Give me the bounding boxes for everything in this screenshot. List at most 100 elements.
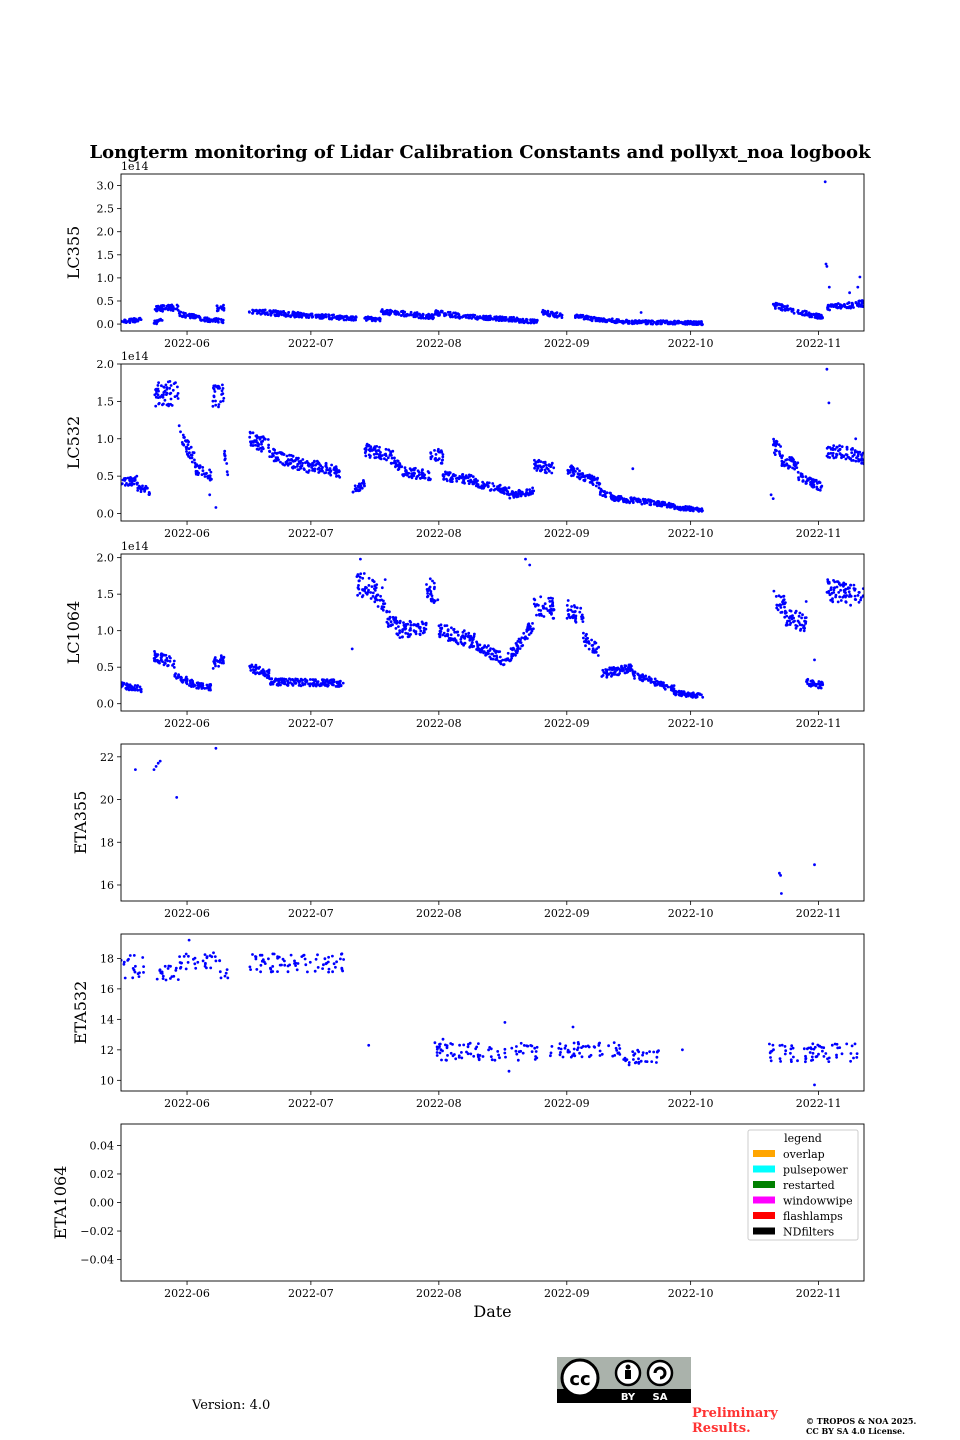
data-point [310, 313, 314, 316]
data-point [652, 500, 656, 503]
data-point [138, 317, 142, 321]
data-point [123, 976, 127, 980]
data-point [845, 446, 849, 449]
data-point [139, 490, 143, 493]
data-point [452, 474, 456, 477]
data-point [838, 595, 842, 599]
data-point [560, 314, 563, 317]
data-point [632, 1058, 635, 1061]
data-point [130, 685, 134, 689]
data-point [639, 311, 643, 314]
data-point [165, 656, 169, 660]
y-tick-label: 0.5 [97, 470, 115, 483]
data-point [637, 673, 640, 677]
data-point [354, 489, 358, 493]
data-point [207, 685, 211, 689]
data-point [281, 957, 285, 961]
data-point [323, 471, 326, 475]
data-point [542, 615, 546, 618]
data-point [857, 453, 860, 456]
data-point [833, 580, 837, 584]
data-point [328, 467, 332, 470]
data-point [460, 635, 463, 639]
data-point [840, 1052, 844, 1056]
data-point [147, 491, 151, 494]
data-point [604, 668, 607, 671]
data-point [793, 464, 797, 468]
data-point [623, 664, 627, 668]
data-point [441, 458, 444, 462]
data-point [304, 680, 308, 684]
data-point [196, 472, 200, 475]
data-point [633, 1052, 637, 1056]
data-point [506, 657, 510, 660]
data-point [376, 593, 380, 597]
data-point [775, 440, 779, 443]
data-point [792, 1055, 795, 1059]
data-point [511, 652, 515, 656]
data-point [176, 392, 180, 395]
data-point [443, 313, 447, 317]
data-point [383, 457, 386, 461]
data-point [393, 456, 396, 460]
data-point [686, 507, 690, 511]
data-point [817, 680, 821, 683]
data-point [153, 652, 157, 655]
data-point [515, 1052, 519, 1056]
data-point [843, 588, 847, 592]
data-point [856, 594, 860, 597]
data-point [481, 480, 484, 484]
data-point [596, 476, 599, 480]
data-point [664, 503, 668, 507]
y-tick-label: 16 [100, 983, 114, 996]
data-point [301, 679, 304, 682]
data-point [624, 1059, 627, 1063]
data-point [459, 640, 463, 644]
data-point [359, 486, 362, 490]
data-point [421, 474, 424, 478]
data-point [331, 970, 334, 974]
data-point [429, 592, 433, 595]
data-point [779, 606, 783, 609]
data-point [161, 974, 165, 978]
data-point [396, 633, 400, 637]
data-point [260, 449, 263, 453]
data-point [850, 301, 854, 305]
data-point [514, 490, 518, 494]
data-point [598, 319, 602, 323]
data-point [586, 315, 590, 319]
data-point [488, 655, 492, 659]
data-point [212, 660, 216, 663]
data-point [645, 1060, 649, 1063]
data-point [822, 1055, 826, 1058]
data-point [492, 484, 496, 488]
data-point [128, 478, 132, 482]
data-point [361, 594, 365, 597]
data-point [309, 682, 313, 686]
data-point [315, 315, 319, 319]
x-tick-label: 2022-08 [416, 907, 462, 920]
data-point [580, 475, 583, 479]
data-point [592, 478, 595, 482]
data-point [396, 468, 400, 471]
data-point [581, 615, 585, 619]
data-point [464, 316, 468, 319]
data-point [524, 320, 527, 323]
data-point [449, 480, 453, 483]
data-point [253, 439, 256, 442]
data-point [478, 316, 481, 320]
data-point [190, 460, 194, 464]
data-point [409, 633, 412, 636]
data-point [858, 450, 862, 454]
data-point [822, 1046, 826, 1050]
data-point [208, 954, 212, 957]
data-point [472, 314, 476, 318]
data-point [302, 313, 306, 317]
y-tick-label: 10 [100, 1074, 114, 1087]
data-point [251, 444, 255, 447]
data-point [567, 613, 571, 617]
data-point [584, 640, 588, 644]
data-point [611, 668, 614, 672]
data-point [577, 1042, 580, 1046]
data-point [174, 966, 178, 970]
